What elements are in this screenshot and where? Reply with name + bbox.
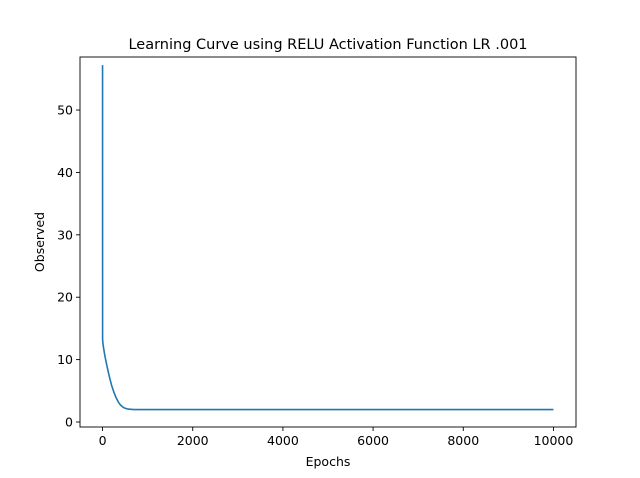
series-line-0	[101, 65, 554, 411]
y-tick-label: 40	[57, 165, 73, 180]
x-tick-label: 2000	[177, 433, 209, 448]
x-axis-label: Epochs	[306, 454, 351, 469]
chart-title: Learning Curve using RELU Activation Fun…	[128, 37, 527, 53]
series-layer	[101, 65, 554, 411]
y-tick-label: 20	[57, 290, 73, 305]
y-tick-label: 10	[57, 352, 73, 367]
x-tick-label: 6000	[357, 433, 389, 448]
plot-area	[80, 57, 576, 427]
axes-layer: 0 2000 4000 6000 8000 10000 0 10 20 30 40 50	[57, 56, 577, 448]
x-tick-label: 8000	[447, 433, 479, 448]
y-tick-label: 50	[57, 103, 73, 118]
x-tick-label: 10000	[534, 433, 574, 448]
axes-frame	[79, 56, 577, 428]
x-tick-label: 0	[99, 433, 107, 448]
y-axis-label: Observed	[32, 212, 47, 272]
y-tick-label: 0	[65, 415, 73, 430]
y-tick-label: 30	[57, 227, 73, 242]
x-tick-label: 4000	[267, 433, 299, 448]
